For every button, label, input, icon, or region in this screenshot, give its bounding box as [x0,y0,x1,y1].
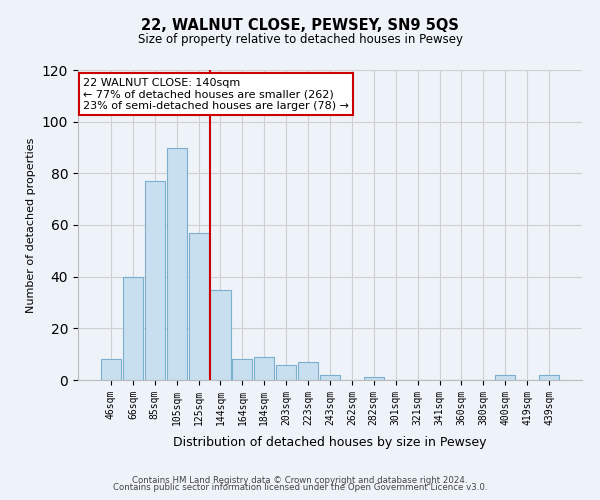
Bar [145,181,165,380]
X-axis label: Distribution of detached houses by size in Pewsey: Distribution of detached houses by size … [173,436,487,449]
Bar [539,375,559,380]
Text: Size of property relative to detached houses in Pewsey: Size of property relative to detached ho… [137,32,463,46]
Bar [101,360,121,380]
Text: Contains public sector information licensed under the Open Government Licence v3: Contains public sector information licen… [113,484,487,492]
Bar [211,290,230,380]
Bar [276,364,296,380]
Text: Contains HM Land Registry data © Crown copyright and database right 2024.: Contains HM Land Registry data © Crown c… [132,476,468,485]
Bar [495,375,515,380]
Bar [320,375,340,380]
Text: 22, WALNUT CLOSE, PEWSEY, SN9 5QS: 22, WALNUT CLOSE, PEWSEY, SN9 5QS [141,18,459,32]
Bar [167,148,187,380]
Y-axis label: Number of detached properties: Number of detached properties [26,138,37,312]
Bar [254,357,274,380]
Bar [123,276,143,380]
Bar [188,233,209,380]
Text: 22 WALNUT CLOSE: 140sqm
← 77% of detached houses are smaller (262)
23% of semi-d: 22 WALNUT CLOSE: 140sqm ← 77% of detache… [83,78,349,111]
Bar [364,378,384,380]
Bar [298,362,318,380]
Bar [232,360,253,380]
